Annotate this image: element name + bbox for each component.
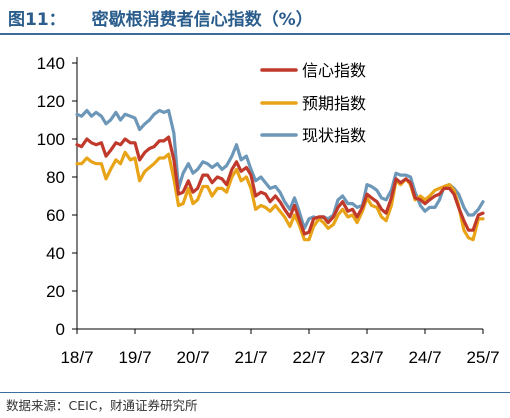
y-tick-label: 80 — [46, 168, 65, 187]
x-tick-label: 20/7 — [176, 348, 209, 367]
x-tick-label: 21/7 — [234, 348, 267, 367]
x-tick-label: 19/7 — [118, 348, 151, 367]
x-tick-label: 22/7 — [292, 348, 325, 367]
y-tick-label: 20 — [46, 282, 65, 301]
series-line-1 — [75, 135, 485, 236]
x-tick-label: 18/7 — [60, 348, 93, 367]
title-divider — [0, 33, 510, 35]
y-tick-label: 40 — [46, 244, 65, 263]
figure-number: 图11： — [8, 9, 66, 30]
legend-label: 现状指数 — [302, 126, 366, 145]
y-tick-label: 120 — [37, 92, 65, 111]
series-line-3 — [75, 108, 485, 230]
footer-divider — [0, 392, 510, 393]
x-tick-label: 23/7 — [350, 348, 383, 367]
y-tick-label: 0 — [56, 320, 65, 339]
legend-label: 信心指数 — [302, 61, 366, 80]
y-tick-label: 140 — [37, 54, 65, 73]
source-note: 数据来源：CEIC，财通证券研究所 — [6, 398, 198, 413]
chart-title: 密歇根消费者信心指数（%） — [91, 9, 313, 30]
y-tick-label: 100 — [37, 130, 65, 149]
legend-label: 预期指数 — [302, 94, 366, 113]
x-tick-label: 25/7 — [466, 348, 499, 367]
x-tick-label: 24/7 — [408, 348, 441, 367]
y-tick-label: 60 — [46, 206, 65, 225]
title-row: 图11： 密歇根消费者信心指数（%） — [8, 2, 502, 32]
series-line-2 — [75, 150, 485, 242]
line-chart: 0 20 40 60 80 100 120 140 18/7 19/7 20/7 21/7 22/7 23… — [37, 54, 500, 367]
